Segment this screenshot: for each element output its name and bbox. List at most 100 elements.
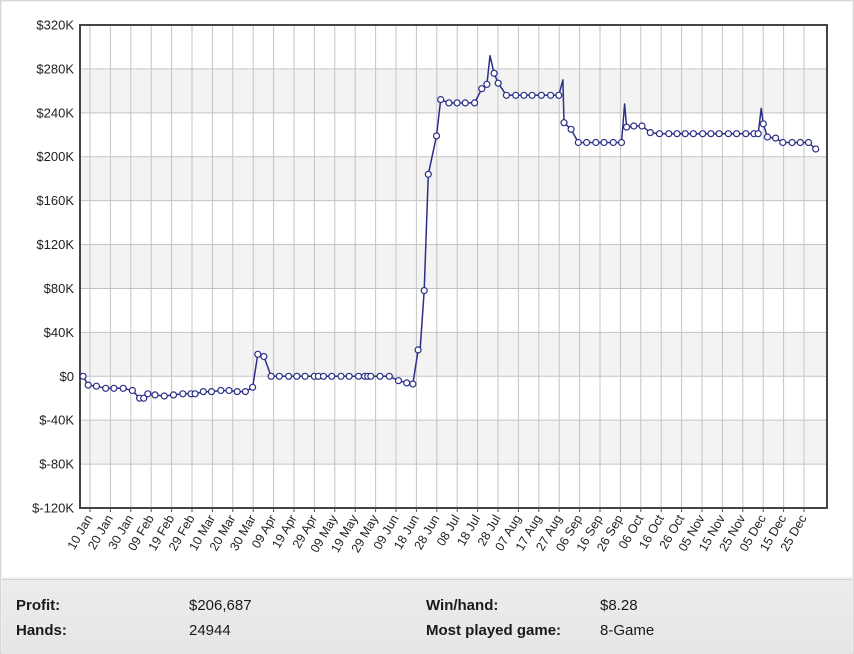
data-point (191, 390, 199, 398)
data-point (249, 383, 257, 391)
data-point (804, 138, 813, 147)
data-point (490, 69, 498, 77)
data-point (453, 99, 461, 107)
data-point (110, 384, 118, 392)
data-point (128, 386, 136, 395)
plot-border (79, 24, 828, 509)
data-point (546, 91, 555, 99)
data-point (260, 352, 268, 361)
data-point (119, 384, 127, 392)
data-point (354, 372, 363, 380)
data-point (445, 99, 453, 107)
y-tick-label: $80K (44, 281, 75, 296)
data-point (707, 130, 715, 138)
data-point (567, 125, 575, 133)
data-point (689, 130, 698, 138)
data-point (409, 380, 417, 388)
data-point (424, 170, 432, 178)
data-point (403, 379, 411, 387)
hands-label: Hands: (16, 622, 67, 639)
data-point (233, 388, 241, 396)
data-point (742, 130, 750, 138)
data-point (673, 130, 681, 138)
data-point (646, 129, 654, 137)
data-point (160, 392, 168, 400)
data-point (79, 372, 87, 380)
data-point (715, 130, 723, 138)
data-point (328, 372, 336, 380)
data-point (420, 287, 428, 295)
data-point (319, 372, 328, 380)
data-point (788, 138, 796, 147)
y-tick-label: $0 (60, 369, 74, 384)
data-point (471, 99, 479, 107)
data-point (724, 130, 733, 138)
data-point (617, 138, 626, 147)
data-point (217, 386, 225, 395)
data-point (414, 346, 422, 354)
data-point (609, 138, 617, 147)
data-point (520, 91, 528, 99)
data-point (483, 80, 491, 88)
data-point (592, 138, 600, 147)
data-point (241, 388, 249, 396)
profit-label: Profit: (16, 597, 61, 614)
data-point (494, 79, 502, 87)
data-point (478, 85, 486, 93)
data-point (84, 381, 92, 389)
data-point (207, 388, 216, 396)
data-point (367, 372, 375, 380)
data-point (763, 133, 772, 141)
data-point (638, 122, 646, 130)
data-point (285, 372, 293, 380)
chart-panel: 10 Jan 20 Jan 30 Jan 09 Feb 19 Feb 29 Feb 10 M… (2, 2, 852, 577)
profit-value: $206,687 (189, 597, 252, 614)
data-point (502, 91, 510, 99)
win-per-hand-label: Win/hand: (426, 597, 499, 614)
data-point (225, 386, 233, 395)
y-tick-label: $280K (36, 61, 74, 76)
y-tick-label: $-40K (39, 413, 74, 428)
data-point (812, 145, 820, 153)
data-point (582, 138, 591, 147)
data-point (622, 123, 631, 131)
data-point (144, 390, 152, 398)
data-point (771, 134, 780, 142)
data-point (169, 391, 178, 399)
data-point (630, 122, 638, 130)
most-played-game-value: 8-Game (600, 622, 655, 639)
y-tick-label: $240K (36, 105, 74, 120)
data-point (555, 91, 563, 99)
data-point (151, 391, 159, 399)
data-point (665, 130, 673, 138)
data-point (732, 130, 741, 138)
data-point (179, 390, 187, 398)
data-point (754, 130, 762, 138)
data-point (461, 99, 469, 107)
data-point (275, 372, 283, 380)
data-point (394, 377, 403, 385)
data-point (437, 95, 445, 104)
data-point (600, 138, 608, 147)
y-tick-label: $-120K (32, 501, 74, 516)
data-point (528, 91, 536, 99)
y-tick-label: $200K (36, 149, 74, 164)
data-point (699, 130, 707, 138)
data-point (655, 130, 664, 138)
y-tick-label: $40K (44, 325, 75, 340)
data-point (560, 119, 568, 127)
y-tick-label: $320K (36, 18, 74, 33)
data-point (345, 372, 353, 380)
data-point (267, 372, 275, 380)
data-point (779, 138, 787, 147)
data-point (385, 372, 393, 380)
data-point (796, 138, 804, 147)
data-point (92, 382, 101, 390)
data-point (759, 120, 767, 128)
y-tick-label: $-80K (39, 457, 74, 472)
data-point (337, 372, 345, 380)
hands-value: 24944 (189, 622, 231, 639)
data-point (574, 138, 582, 147)
